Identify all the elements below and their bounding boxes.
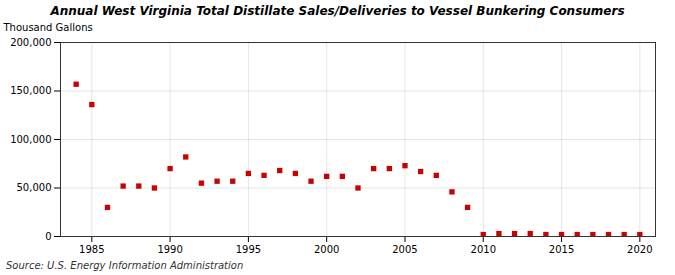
svg-text:2000: 2000 [314, 244, 339, 255]
svg-text:100,000: 100,000 [10, 134, 51, 145]
html-text:Source: U.S. Energy Informatio: Source: U.S. Energy Information Administ… [6, 260, 244, 271]
svg-text:50,000: 50,000 [17, 182, 52, 193]
svg-text:150,000: 150,000 [10, 85, 51, 96]
svg-text:2015: 2015 [549, 244, 574, 255]
svg-text:Thousand Gallons: Thousand Gallons [3, 22, 93, 33]
svg-text:1990: 1990 [157, 244, 182, 255]
svg-text:2020: 2020 [627, 244, 652, 255]
svg-text:1985: 1985 [79, 244, 104, 255]
svg-text:0: 0 [45, 231, 51, 242]
svg-text:200,000: 200,000 [10, 37, 51, 48]
svg-text:2010: 2010 [471, 244, 496, 255]
html-text:Annual West Virginia Total Dis: Annual West Virginia Total Distillate Sa… [50, 4, 625, 18]
svg-text:1995: 1995 [236, 244, 261, 255]
svg-text:2005: 2005 [392, 244, 417, 255]
